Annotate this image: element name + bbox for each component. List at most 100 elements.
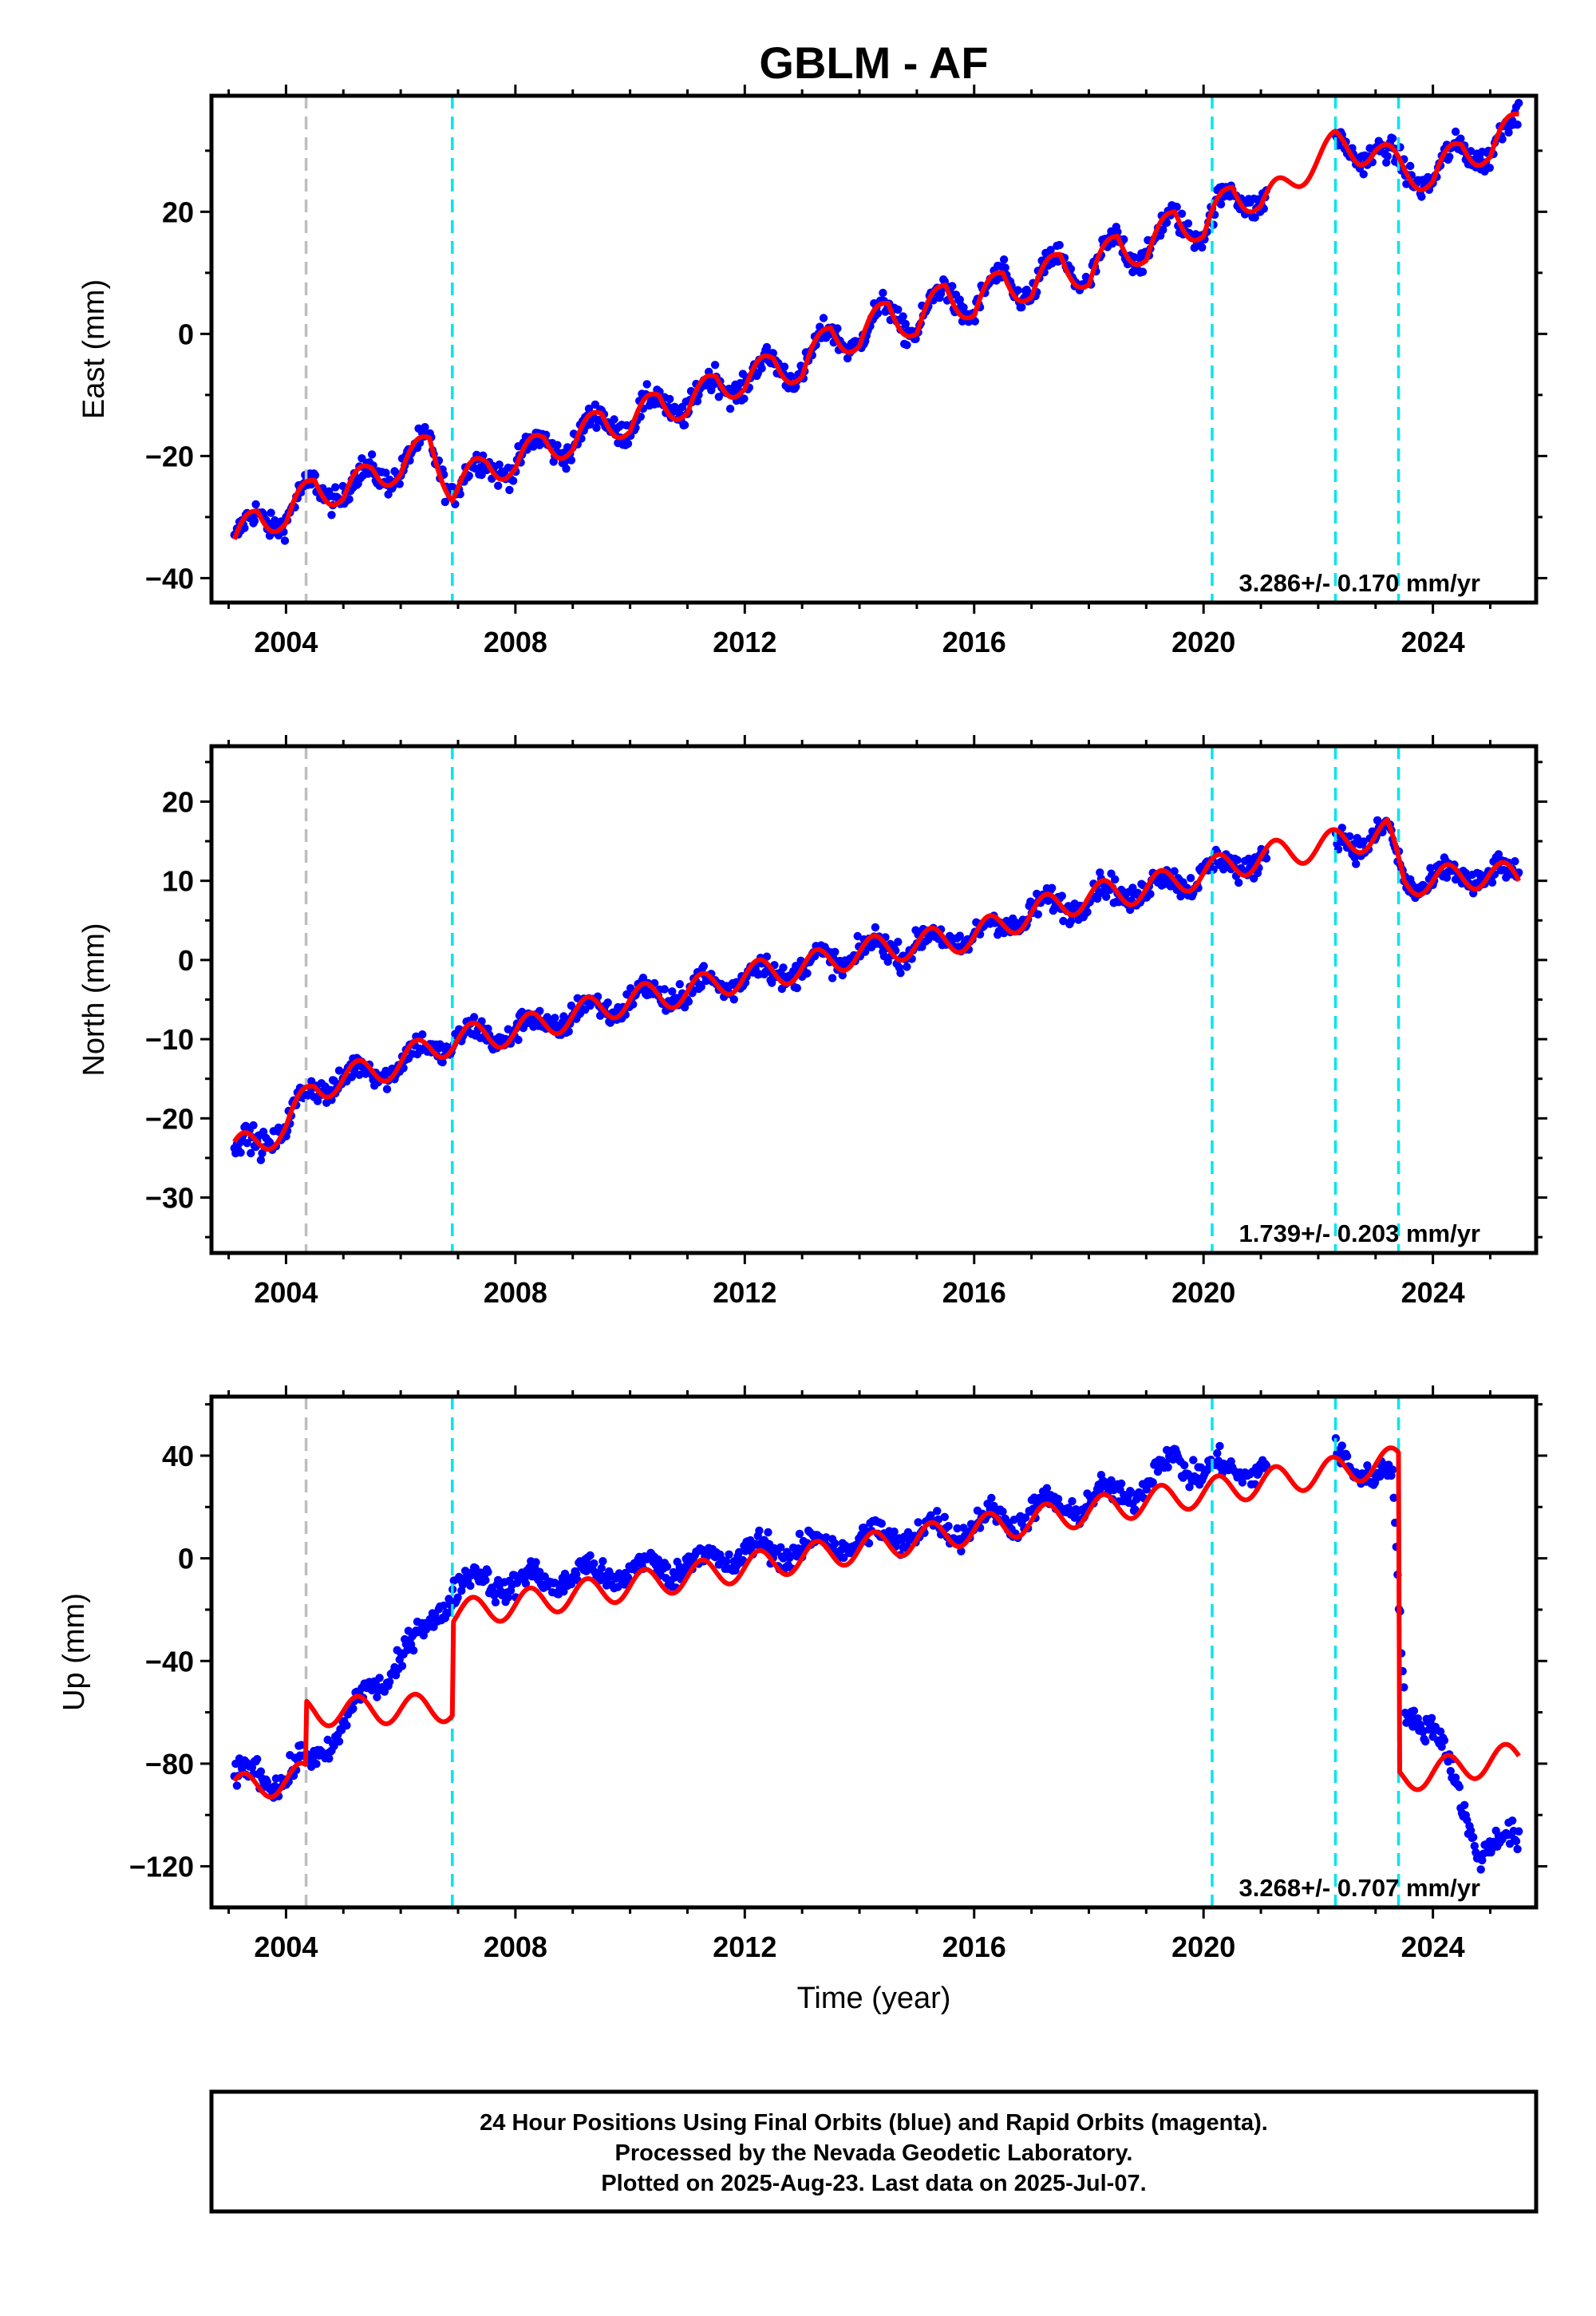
north-model-fit-line xyxy=(232,817,1522,1152)
data-point xyxy=(780,362,789,371)
y-tick-label: −20 xyxy=(145,1102,194,1135)
data-point xyxy=(610,415,618,424)
x-tick-label: 2004 xyxy=(254,1931,318,1963)
x-tick-label: 2024 xyxy=(1401,1931,1465,1963)
data-point xyxy=(638,974,648,982)
data-point xyxy=(1216,200,1226,209)
north-y-axis-label: North (mm) xyxy=(77,923,111,1076)
data-point xyxy=(243,1139,251,1148)
data-point xyxy=(1402,180,1411,188)
data-point xyxy=(680,421,689,429)
data-point xyxy=(899,312,907,321)
y-tick-label: 0 xyxy=(178,318,194,350)
data-point xyxy=(438,1057,447,1067)
y-tick-label: −40 xyxy=(145,562,194,595)
data-point xyxy=(693,397,702,405)
data-point xyxy=(660,985,669,994)
data-point xyxy=(1421,1737,1430,1746)
data-point xyxy=(1417,192,1426,201)
data-point xyxy=(592,423,601,433)
data-point xyxy=(1046,246,1055,255)
data-point xyxy=(1504,128,1513,137)
data-point xyxy=(1485,164,1495,172)
data-point xyxy=(714,393,723,401)
data-point xyxy=(1057,891,1067,900)
data-point xyxy=(755,1526,764,1535)
data-point xyxy=(508,476,518,485)
data-point xyxy=(792,983,801,993)
data-point xyxy=(1455,1782,1464,1792)
data-point xyxy=(757,364,766,373)
data-point xyxy=(505,485,514,495)
data-point xyxy=(1163,1463,1172,1472)
data-point xyxy=(440,497,449,507)
data-point xyxy=(779,1554,788,1563)
data-point xyxy=(421,423,429,432)
data-point xyxy=(1126,905,1135,915)
data-point xyxy=(249,1120,258,1130)
north-event-lines xyxy=(304,746,1400,1253)
data-point xyxy=(1262,854,1271,863)
data-point xyxy=(838,970,847,980)
east-y-axis-label: East (mm) xyxy=(77,279,111,419)
data-point xyxy=(1469,1832,1478,1842)
data-point xyxy=(491,1598,500,1607)
data-point xyxy=(504,1025,512,1034)
data-point xyxy=(397,1662,407,1670)
data-point xyxy=(762,342,772,352)
data-point xyxy=(1426,864,1435,872)
north-axes: 2004 2008 2012 2016 2020 2024 −30 −20 −10 0 10 20 xyxy=(145,735,1547,1309)
data-point xyxy=(514,1035,523,1045)
x-tick-label: 2024 xyxy=(1401,1276,1465,1309)
data-point xyxy=(944,1522,953,1531)
data-point xyxy=(385,1678,394,1686)
up-data-points xyxy=(230,1434,1523,1874)
x-tick-label: 2008 xyxy=(484,626,547,658)
data-point xyxy=(1388,134,1397,143)
data-point xyxy=(1033,910,1043,919)
east-data-points xyxy=(230,98,1523,545)
up-y-axis-label: Up (mm) xyxy=(57,1593,91,1711)
data-point xyxy=(675,980,684,989)
data-point xyxy=(1498,135,1507,144)
footer-box: 24 Hour Positions Using Final Orbits (bl… xyxy=(209,2089,1539,2214)
footer-line-2: Processed by the Nevada Geodetic Laborat… xyxy=(615,2140,1133,2166)
data-point xyxy=(267,508,275,517)
x-tick-label: 2016 xyxy=(942,1931,1006,1963)
x-tick-label: 2004 xyxy=(254,626,318,658)
x-tick-label: 2016 xyxy=(942,626,1006,658)
data-point xyxy=(240,524,249,532)
data-point xyxy=(1162,218,1171,227)
y-tick-label: 40 xyxy=(162,1440,194,1472)
data-point xyxy=(236,1148,245,1157)
data-point xyxy=(890,1528,899,1536)
data-point xyxy=(1388,1465,1397,1474)
data-point xyxy=(901,319,911,329)
north-panel: 2004 2008 2012 2016 2020 2024 −30 −20 −10 0 10 20 N… xyxy=(77,735,1547,1309)
data-point xyxy=(1066,917,1076,926)
data-point xyxy=(247,1148,255,1158)
data-point xyxy=(1382,158,1391,167)
data-point xyxy=(1113,227,1122,236)
data-point xyxy=(1350,853,1359,862)
y-tick-label: 20 xyxy=(162,785,194,818)
data-point xyxy=(1515,1827,1523,1836)
data-point xyxy=(1111,875,1120,884)
data-point xyxy=(722,1557,731,1566)
data-point xyxy=(495,460,504,469)
data-point xyxy=(654,1555,663,1564)
data-point xyxy=(373,1693,381,1701)
data-point xyxy=(1511,857,1519,866)
data-point xyxy=(484,1567,492,1577)
up-panel: 2004 2008 2012 2016 2020 2024 −120 −80 −40 0 40 Up… xyxy=(57,1385,1547,1963)
data-point xyxy=(384,490,393,499)
data-point xyxy=(567,1579,576,1589)
data-point xyxy=(560,1569,570,1579)
x-tick-label: 2008 xyxy=(484,1276,547,1309)
footer-line-1: 24 Hour Positions Using Final Orbits (bl… xyxy=(480,2110,1268,2136)
data-point xyxy=(1515,98,1523,108)
data-point xyxy=(1359,170,1368,179)
data-point xyxy=(481,1575,490,1585)
data-point xyxy=(710,361,720,370)
